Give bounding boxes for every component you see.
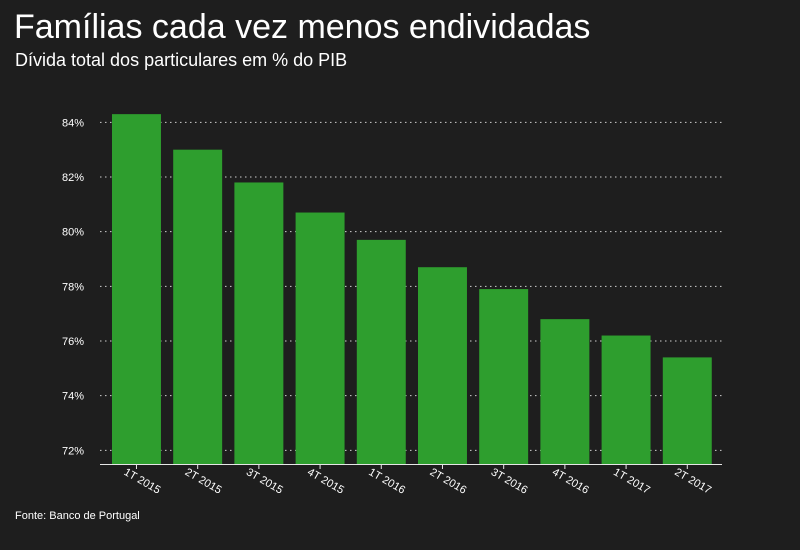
x-tick-label: 1T 2017	[611, 466, 652, 496]
chart-subtitle: Dívida total dos particulares em % do PI…	[15, 50, 348, 70]
y-tick-label: 82%	[62, 172, 84, 184]
bar-3t-2015	[234, 182, 284, 464]
bar-1t-2016	[356, 239, 406, 464]
bar-2t-2015	[173, 149, 223, 464]
bar-3t-2016	[479, 289, 529, 464]
bars	[112, 114, 712, 464]
x-axis: 1T 2015 2T 2015 3T 2015 4T 2015 1T 2016 2T 20…	[100, 464, 722, 497]
x-tick-label: 3T 2016	[489, 466, 530, 496]
y-axis: 72% 74% 76% 78% 80% 82% 84%	[62, 117, 84, 457]
x-tick-label: 4T 2015	[305, 466, 346, 496]
bar-4t-2016	[540, 319, 590, 464]
x-tick-label: 2T 2015	[183, 466, 224, 496]
x-tick-label: 3T 2015	[244, 466, 285, 496]
y-tick-label: 76%	[62, 336, 84, 348]
x-tick-label: 4T 2016	[550, 466, 591, 496]
gridlines	[100, 121, 722, 451]
bar-2t-2016	[418, 267, 467, 464]
bar-1t-2015	[112, 114, 161, 464]
source-note: Fonte: Banco de Portugal	[15, 510, 140, 522]
bar-1t-2017	[601, 335, 651, 464]
y-tick-label: 74%	[62, 391, 84, 403]
y-tick-label: 80%	[62, 227, 84, 239]
y-tick-label: 72%	[62, 445, 84, 457]
bar-2t-2017	[662, 357, 712, 464]
x-tick-label: 2T 2017	[672, 466, 713, 496]
bar-4t-2015	[295, 212, 345, 464]
x-tick-label: 1T 2015	[122, 466, 163, 496]
x-tick-label: 1T 2016	[366, 466, 407, 496]
x-tick-label: 2T 2016	[428, 466, 469, 496]
y-tick-label: 78%	[62, 281, 84, 293]
y-tick-label: 84%	[62, 117, 84, 129]
chart-title: Famílias cada vez menos endividadas	[14, 8, 591, 46]
